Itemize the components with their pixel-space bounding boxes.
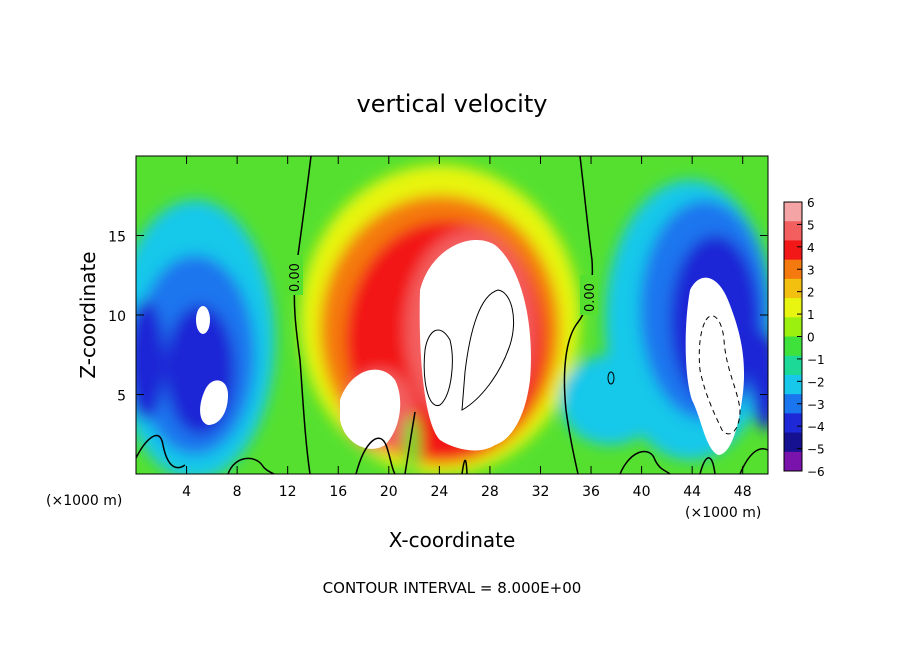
colorbar-tick-label: −1 [807,353,825,367]
colorbar-swatch [784,394,802,414]
x-tick-label: 36 [582,484,600,500]
x-tick-label: 32 [532,484,550,500]
colorbar-tick-label: 2 [807,286,815,300]
colorbar-tick-label: 4 [807,241,815,255]
bottom-contours [135,411,769,475]
x-tick-label: 8 [233,484,242,500]
x-tick-label: 28 [481,484,499,500]
contour-label-right: 0.00 [583,283,598,312]
colorbar-swatch [784,336,802,357]
contour-label-bg-left [285,255,303,295]
x-axis-ticks: 4 8 12 16 20 24 28 32 36 40 44 48 [182,156,752,500]
colorbar-tick-label: −2 [807,375,825,389]
x-tick-label: 44 [683,484,701,500]
colorbar-swatch [784,278,802,299]
colorbar-tick-label: −4 [807,420,825,434]
colorbar-swatch [784,240,802,261]
zero-contours [135,155,769,475]
right-dashed-contour [698,315,741,435]
colorbar-tick-label: −5 [807,443,825,457]
left-saturated-blob [200,380,228,425]
colorbar-swatch [784,374,802,395]
x-unit-label-right: (×1000 m) [685,505,761,521]
colorbar-swatch [784,432,802,453]
updraft-saturated-main [419,240,531,451]
y-axis-ticks: 5 10 15 [108,230,768,405]
x-tick-label: 24 [430,484,448,500]
colorbar-tick-label: 1 [807,308,815,322]
updraft-inner-contour-1 [423,329,453,406]
right-low-cyan [560,355,660,445]
y-tick-label: 15 [108,230,126,246]
y-axis-label: Z-coordinate [76,251,100,378]
colorbar-swatch [784,259,802,280]
small-contour-right [607,371,615,385]
colorbar-tick-label: 6 [807,196,815,210]
y-tick-label: 5 [117,389,126,405]
colorbar-swatch [784,202,802,222]
x-tick-label: 4 [182,484,191,500]
contour-label-left: 0.00 [288,263,303,292]
x-tick-label: 16 [329,484,347,500]
colorbar-swatch [784,451,802,472]
x-axis-label: X-coordinate [389,528,516,552]
left-edge-blue [136,300,165,420]
colorbar-tick-label: −3 [807,398,825,412]
colorbar-swatch [784,221,802,241]
chart-title: vertical velocity [357,90,548,118]
colorbar-swatch [784,413,802,434]
y-tick-label: 10 [108,309,126,325]
colorbar-swatch [784,317,802,337]
x-tick-label: 12 [279,484,297,500]
colorbar-tick-label: 0 [807,331,815,345]
colorbar-tick-label: −6 [807,465,825,479]
x-unit-label-left: (×1000 m) [46,493,122,509]
x-tick-label: 20 [380,484,398,500]
zero-contour-left [293,155,312,475]
updraft-saturated-left [340,369,401,449]
colorbar-swatch [784,355,802,376]
colorbar-tick-label: 5 [807,218,815,232]
heatmap-field [136,156,768,474]
colorbar-swatch [784,298,802,318]
x-tick-label: 48 [734,484,752,500]
right-edge-blue [750,330,768,430]
contour-interval-footer: CONTOUR INTERVAL = 8.000E+00 [323,579,582,597]
colorbar: 6 5 4 3 2 1 0 −1 −2 −3 −4 −5 −6 [783,196,825,479]
right-saturated-blob [685,277,745,455]
contour-label-bg-right [580,275,598,315]
colorbar-tick-label: 3 [807,263,815,277]
updraft-inner-contour-2 [461,289,515,411]
x-tick-label: 40 [633,484,651,500]
zero-contour-right [563,155,594,475]
left-saturated-small [196,306,210,334]
